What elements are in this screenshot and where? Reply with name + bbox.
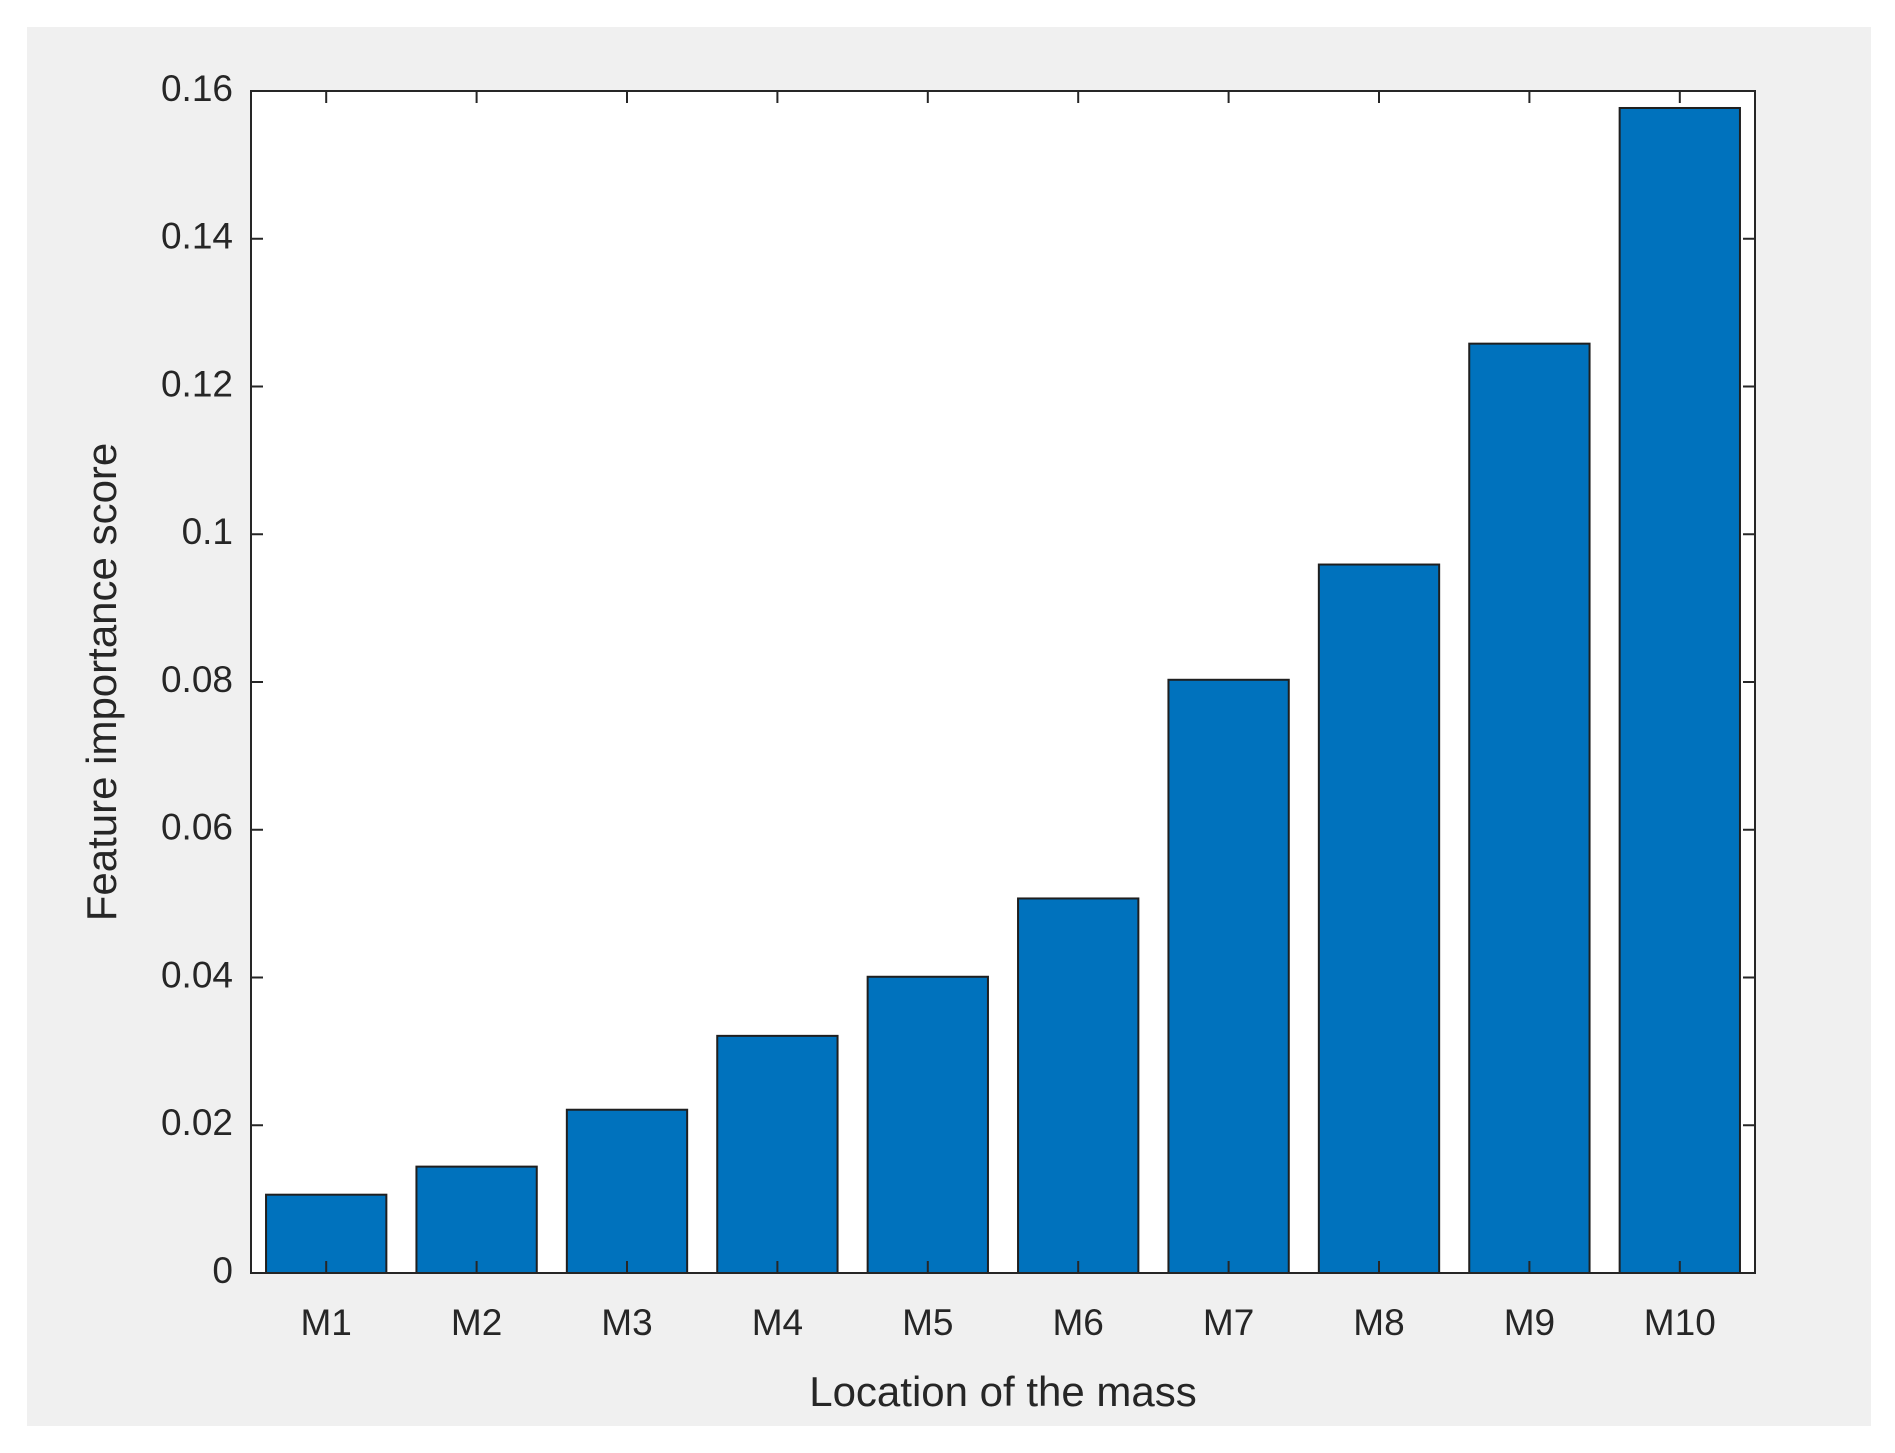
x-tick-label: M1 <box>300 1302 351 1343</box>
x-tick-label: M8 <box>1353 1302 1404 1343</box>
bar <box>565 1108 689 1274</box>
bar <box>1468 342 1591 1274</box>
y-tick-label: 0.02 <box>161 1102 233 1143</box>
x-tick-label: M9 <box>1504 1302 1555 1343</box>
bar <box>866 975 989 1274</box>
bar <box>716 1034 839 1274</box>
x-tick-label: M3 <box>601 1302 652 1343</box>
y-axis-label: Feature importance score <box>78 443 125 922</box>
y-tick-label: 0.1 <box>182 511 233 552</box>
axes-box <box>250 90 1756 1274</box>
x-tick-label: M7 <box>1203 1302 1254 1343</box>
bar <box>1167 678 1290 1274</box>
x-tick-label: M4 <box>752 1302 803 1343</box>
y-tick-label: 0 <box>212 1250 233 1291</box>
y-tick-label: 0.08 <box>161 659 233 700</box>
x-tick-label: M10 <box>1644 1302 1716 1343</box>
y-tick-label: 0.04 <box>161 954 233 995</box>
bar <box>1317 563 1441 1274</box>
y-tick-label: 0.06 <box>161 807 233 848</box>
x-tick-label: M5 <box>902 1302 953 1343</box>
y-tick-label: 0.14 <box>161 216 233 257</box>
bar <box>415 1165 538 1274</box>
y-tick-label: 0.12 <box>161 363 233 404</box>
y-tick-label: 0.16 <box>161 68 233 109</box>
bar <box>1618 106 1741 1275</box>
x-tick-label: M6 <box>1052 1302 1103 1343</box>
bar <box>1017 897 1140 1274</box>
x-tick-label: M2 <box>451 1302 502 1343</box>
x-axis-label: Location of the mass <box>809 1368 1197 1415</box>
